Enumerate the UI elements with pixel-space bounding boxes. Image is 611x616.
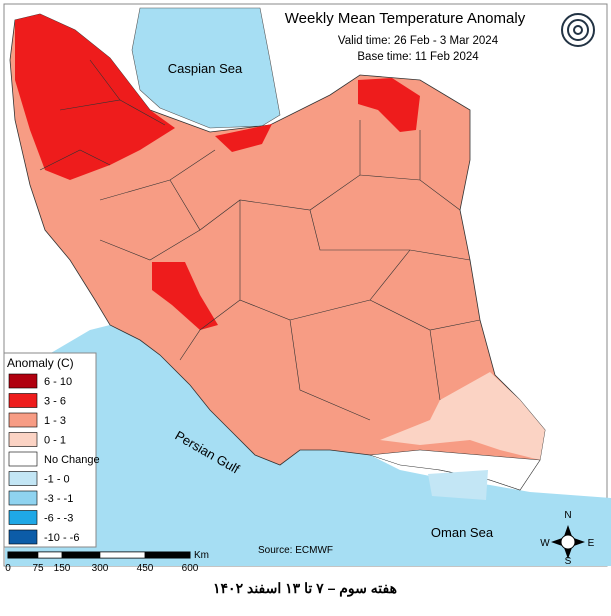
warm-region-ne [358, 78, 420, 132]
base-time: Base time: 11 Feb 2024 [357, 51, 479, 63]
legend-label: 1 - 3 [44, 415, 66, 427]
scale-segment [99, 551, 146, 559]
scale-segment [7, 551, 39, 559]
legend-swatch [8, 471, 38, 486]
scale-unit: Km [194, 550, 209, 561]
legend-label: -10 - -6 [44, 532, 79, 544]
cool-region-se [428, 470, 488, 500]
warm-region-north [215, 124, 272, 152]
gulf-sea [5, 325, 611, 566]
legend-swatch [8, 393, 38, 408]
legend-swatch [8, 451, 38, 467]
legend-label: 0 - 1 [44, 435, 66, 447]
scale-bar: Km 0 75 150 300 450 600 [5, 550, 209, 574]
legend-label: -1 - 0 [44, 474, 70, 486]
legend-label: No Change [44, 454, 100, 466]
caption: هفته سوم – ۷ تا ۱۳ اسفند ۱۴۰۲ [213, 580, 397, 597]
scale-label: 300 [92, 563, 109, 574]
mild-region-se [380, 372, 545, 460]
legend-swatch [8, 510, 38, 525]
province-borders [39, 59, 481, 421]
warm-region-west [152, 262, 218, 330]
no-change-region [369, 449, 541, 491]
legend-label: -3 - -1 [44, 493, 73, 505]
compass: N S E W [540, 510, 594, 567]
compass-s: S [565, 556, 572, 567]
scale-segment [144, 551, 191, 559]
valid-time: Valid time: 26 Feb - 3 Mar 2024 [338, 35, 499, 47]
scale-segment [61, 551, 101, 559]
legend-swatch [8, 490, 38, 506]
compass-e: E [588, 538, 595, 549]
legend-swatch [8, 529, 38, 545]
legend-swatch [8, 373, 38, 389]
legend-swatch [8, 432, 38, 447]
scale-label: 0 [5, 563, 11, 574]
legend-label: -6 - -3 [44, 513, 73, 525]
scale-label: 150 [54, 563, 71, 574]
compass-n: N [564, 510, 571, 521]
scale-label: 75 [32, 563, 44, 574]
scale-label: 600 [182, 563, 199, 574]
legend-label: 6 - 10 [44, 376, 72, 388]
title: Weekly Mean Temperature Anomaly [285, 10, 526, 27]
logo [561, 13, 595, 47]
sea-label: Oman Sea [431, 525, 494, 540]
legend-label: 3 - 6 [44, 396, 66, 408]
legend: Anomaly (C) 6 - 10 3 - 6 1 - 3 0 - 1 No Chan… [3, 352, 100, 548]
compass-w: W [540, 538, 550, 549]
legend-swatch [8, 412, 38, 428]
warm-region-nw [15, 14, 175, 180]
source: Source: ECMWF [258, 545, 333, 556]
scale-segment [37, 551, 63, 559]
caspian-sea [131, 7, 281, 129]
scale-label: 450 [137, 563, 154, 574]
sea-label: Caspian Sea [168, 61, 243, 76]
legend-title: Anomaly (C) [7, 356, 74, 370]
